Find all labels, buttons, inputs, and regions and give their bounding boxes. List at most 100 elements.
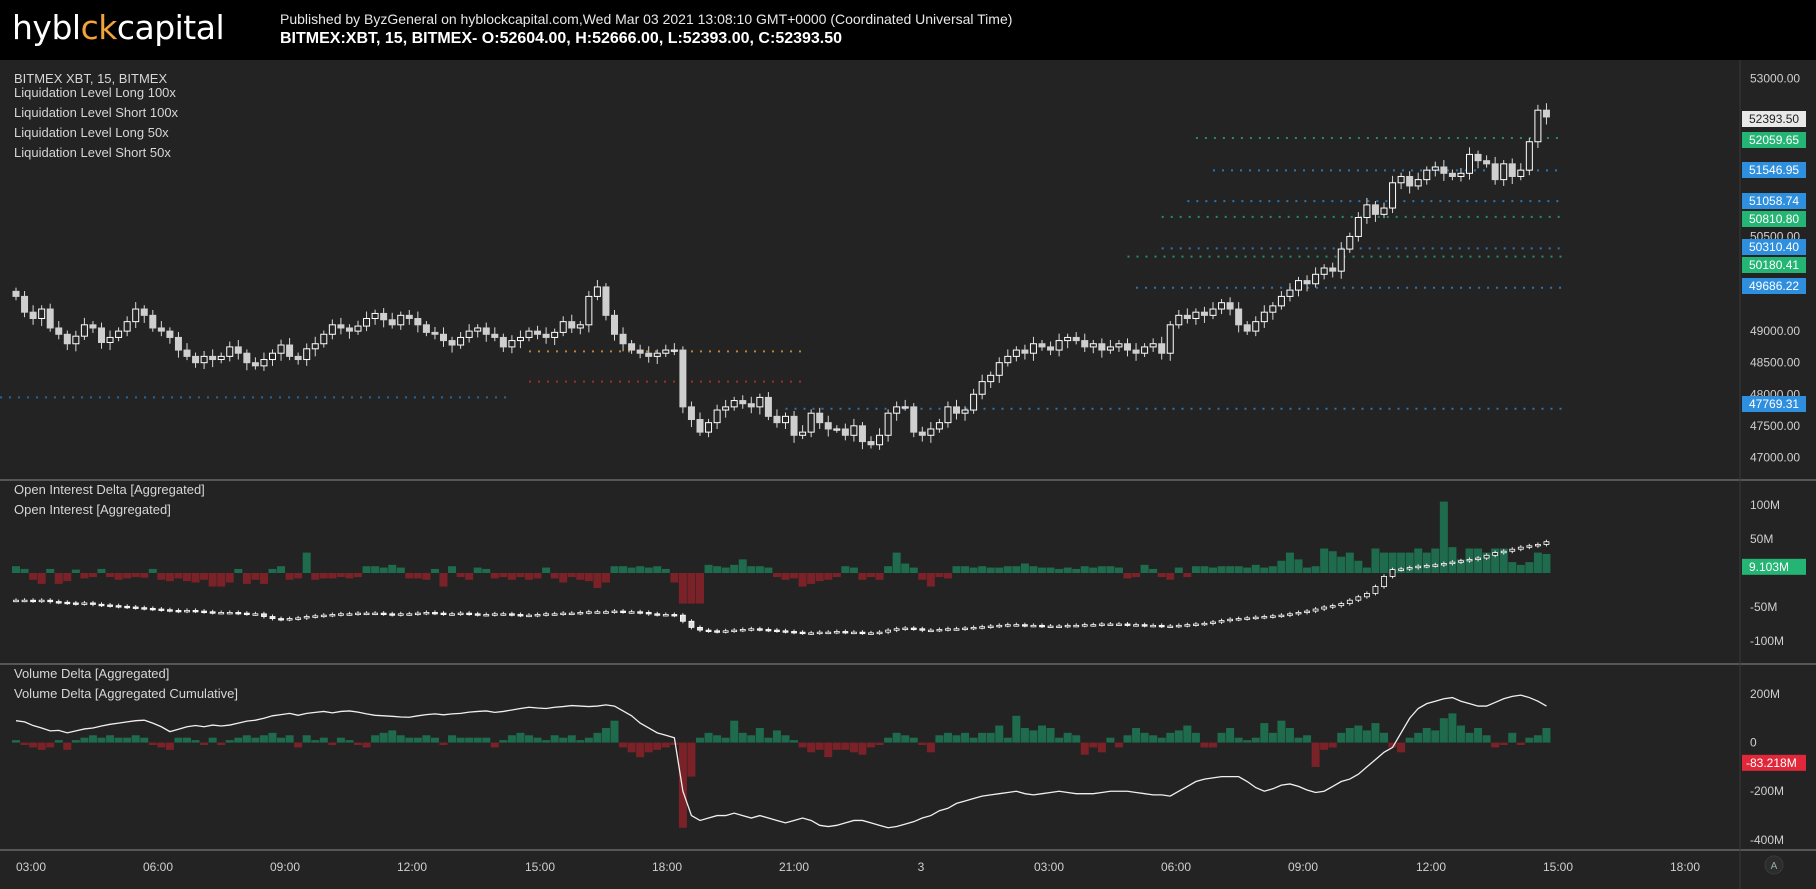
candle-body [807,412,815,433]
time-tick-label: 06:00 [1161,860,1191,874]
oi-candle-body [1432,564,1439,567]
oi-delta-bar [1020,563,1029,573]
vd-delta-bar [824,742,833,758]
vd-delta-bar [396,735,405,743]
oi-candle-body [671,614,678,617]
oi-delta-bar [1234,566,1243,573]
vd-delta-bar [319,737,328,743]
vd-delta-bar [439,742,448,746]
candle-body [29,311,37,319]
oi-candle-body [714,630,720,633]
chart-area[interactable]: 53000.00 48500.00 48000.00 47500.00 47000.00… [0,60,1816,889]
oi-delta-bar [1200,566,1209,573]
oi-delta-bar [1123,573,1132,579]
oi-delta-bar [926,573,935,587]
legend-long-50x: Liquidation Level Long 50x [14,125,169,140]
oi-candle-body [1483,554,1490,559]
vd-delta-bar [567,735,576,743]
vd-delta-bar [1388,742,1397,748]
oi-candle-body [945,628,951,631]
vd-last-value-badge [1742,754,1806,771]
oi-delta-bar [251,573,260,580]
vd-delta-bar [1209,742,1217,748]
vd-delta-bar [661,742,670,748]
vd-delta-bar [1422,727,1431,743]
oi-delta-bar [815,573,824,582]
oi-delta-bar [619,566,628,573]
oi-delta-bar [790,573,799,579]
oi-delta-bar [148,568,157,573]
chart-canvas[interactable]: 53000.0048500.0048000.0047500.0047000.00… [0,60,1816,889]
vd-delta-bar [165,742,174,750]
oi-delta-bar [336,573,345,578]
oi-delta-bar [807,573,816,584]
vd-delta-bar [430,737,439,743]
oi-delta-bar [1311,566,1320,573]
oi-candle-body [799,631,806,635]
vd-delta-bar [345,740,354,743]
oi-candle-body [705,629,712,633]
candle-body [1525,141,1533,171]
candle-body [995,362,1003,376]
candle-body [1047,346,1055,351]
oi-candle-body [1022,624,1028,627]
vd-delta-bar [1354,725,1363,743]
oi-delta-bar [140,573,149,578]
oi-candle-body [568,612,575,616]
candle-body [1209,308,1217,316]
candle-body [525,330,533,338]
candle-body [1141,346,1149,354]
oi-candle-body [885,629,891,633]
price-level-badge-text: 50310.40 [1749,240,1799,254]
oi-candle-body [192,610,199,613]
vd-delta-bar [815,742,824,750]
vd-delta-bar [875,742,884,746]
auto-scale-label: A [1771,861,1778,872]
oi-candle-body [107,604,113,607]
oi-candle-body [611,610,618,613]
oi-delta-bar [892,552,901,573]
price-level-badge-text: 52059.65 [1749,133,1799,147]
vd-delta-bar [1046,727,1055,743]
oi-candle-body [1013,624,1020,627]
candle-body [140,308,148,316]
oi-candle-body [697,627,703,631]
vd-delta-bar [1020,727,1029,743]
ohlc-readout: BITMEX:XBT, 15, BITMEX- O:52604.00, H:52… [280,30,843,47]
oi-delta-bar [217,573,226,587]
candle-body [756,396,764,408]
price-tick-label: 49000.00 [1750,324,1800,338]
oi-candle-body [551,613,558,616]
vd-delta-bar [200,742,209,746]
vd-delta-bar [1149,735,1158,743]
candle-body [388,319,396,326]
oi-delta-bar [1209,567,1217,573]
vd-delta-bar [1380,732,1388,743]
candle-body [713,409,721,424]
candle-body [901,406,909,409]
oi-delta-bar [165,573,174,582]
hyblock-logo[interactable]: hyblckcapital [12,8,225,48]
oi-delta-bar [328,573,337,579]
vd-delta-bar [772,730,781,743]
oi-delta-bar [1174,567,1183,573]
vd-delta-bar [191,740,200,743]
time-tick-label: 09:00 [270,860,300,874]
oi-delta-bar [388,564,397,573]
candle-body [106,336,114,343]
oi-candle-body [842,631,849,634]
oi-candle-body [1535,544,1541,547]
vd-delta-bar [841,742,850,750]
oi-candle-body [1312,608,1319,612]
candle-body [551,331,559,338]
oi-candle-body [1218,620,1225,623]
oi-delta-bar [157,573,166,580]
oi-delta-bar [1542,553,1551,573]
oi-candle-body [474,613,481,616]
oi-delta-bar [841,566,850,573]
candle-body [174,336,182,351]
oi-candle-body [380,612,387,616]
oi-delta-bar [208,573,217,587]
oi-delta-bar [516,573,525,578]
candle-body [397,314,405,326]
